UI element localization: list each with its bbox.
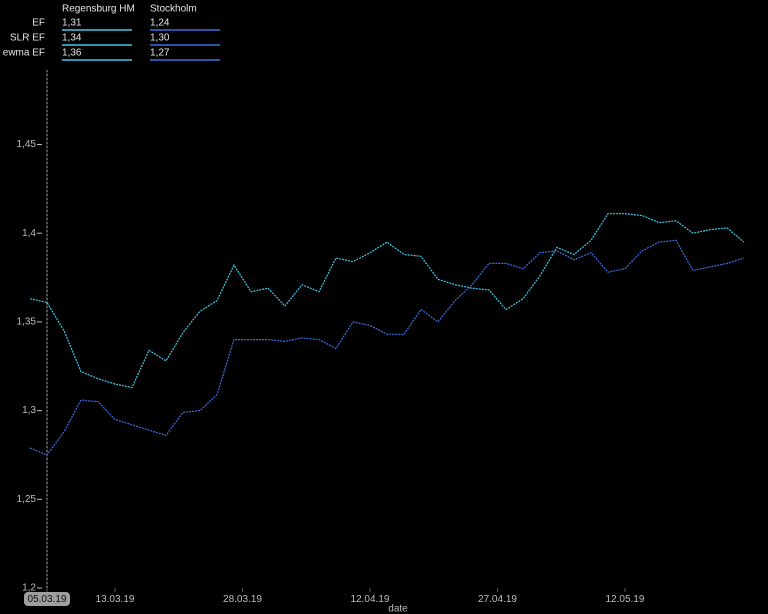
table-value: 1,24 (150, 18, 170, 29)
table-value: 1,31 (62, 18, 82, 29)
table-value: 1,30 (150, 33, 170, 44)
table-value: 1,27 (150, 48, 170, 59)
x-tick-label: 05.03.19 (28, 594, 67, 605)
table-value: 1,34 (62, 33, 82, 44)
table-value: 1,36 (62, 48, 82, 59)
column-header: Stockholm (150, 4, 197, 15)
y-tick-label: 1,35 (17, 317, 37, 328)
x-tick-label: 13.03.19 (96, 594, 135, 605)
y-tick-label: 1,2 (22, 583, 36, 594)
cursor-label-box (24, 592, 70, 606)
x-tick-label: 12.05.19 (606, 594, 645, 605)
x-tick-label: 12.04.19 (351, 594, 390, 605)
y-tick-label: 1,4 (22, 228, 36, 239)
series-line (29, 239, 745, 456)
x-tick-label: 27.04.19 (478, 594, 517, 605)
row-label: EF (32, 18, 45, 29)
y-tick-label: 1,45 (17, 139, 37, 150)
series-line (29, 213, 745, 389)
x-axis-label: date (388, 604, 408, 614)
column-header: Regensburg HM (62, 4, 135, 15)
y-tick-label: 1,25 (17, 494, 37, 505)
row-label: SLR EF (10, 33, 45, 44)
x-tick-label: 28.03.19 (223, 594, 262, 605)
y-tick-label: 1,3 (22, 405, 36, 416)
row-label: ewma EF (3, 48, 45, 59)
